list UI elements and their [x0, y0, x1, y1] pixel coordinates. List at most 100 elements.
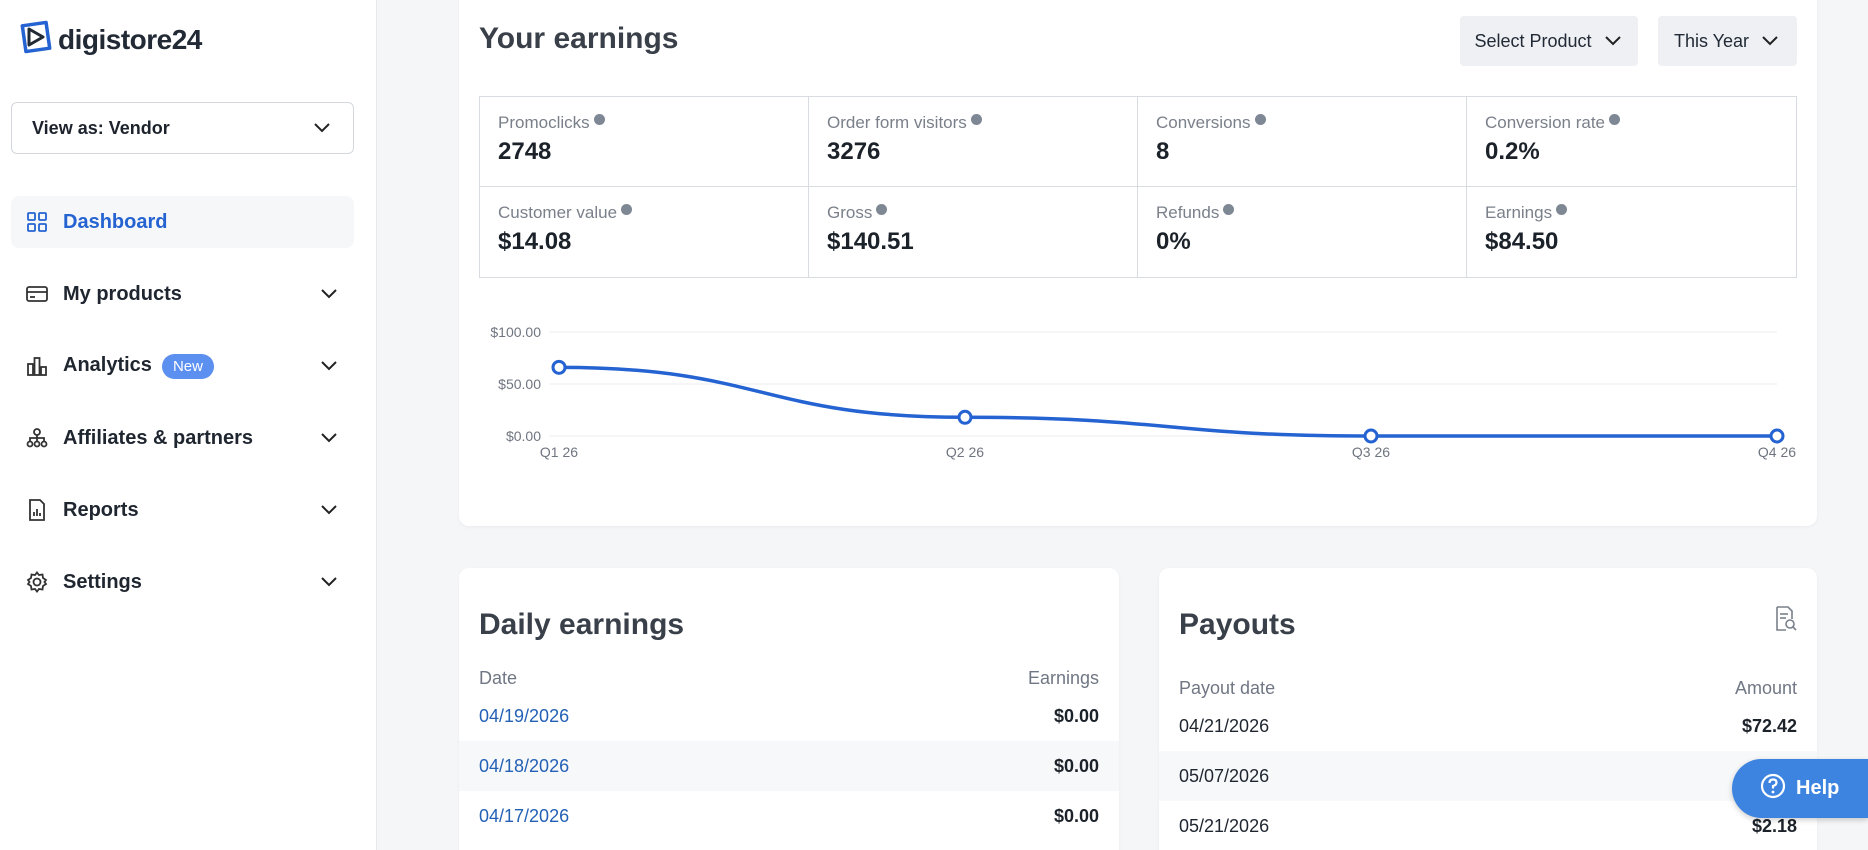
chevron-down-icon: [318, 283, 340, 305]
chevron-down-icon: [318, 499, 340, 521]
x-tick-label: Q3 26: [1352, 444, 1390, 460]
stat-label: Earnings: [1485, 203, 1553, 222]
column-amount: Amount: [1734, 678, 1797, 698]
amount-value: $0.00: [1053, 805, 1099, 826]
column-date: Date: [479, 668, 518, 688]
view-as-label: View as: Vendor: [32, 117, 170, 138]
payout-date: 05/21/2026: [1179, 815, 1270, 836]
date-link[interactable]: 04/17/2026: [479, 805, 570, 826]
x-tick-label: Q1 26: [540, 444, 578, 460]
select-product-label: Select Product: [1474, 30, 1592, 51]
info-icon[interactable]: [1609, 113, 1621, 125]
report-icon: [25, 498, 49, 522]
series-line: [558, 365, 1777, 438]
stat-value: $14.08: [498, 228, 572, 255]
data-point: [551, 359, 567, 375]
new-badge: New: [161, 353, 214, 379]
stat-value: $84.50: [1485, 228, 1559, 255]
stat-earnings: Earnings $84.50: [1467, 187, 1796, 277]
table-row: 04/19/2026 $0.00: [459, 691, 1119, 741]
period-label: This Year: [1673, 30, 1750, 51]
info-icon[interactable]: [1556, 203, 1568, 215]
stat-value: $140.51: [827, 228, 914, 255]
table-row: 04/18/2026 $0.00: [459, 741, 1119, 791]
daily-earnings-card: Daily earnings Date Earnings 04/19/2026 …: [459, 568, 1119, 850]
x-tick-label: Q4 26: [1758, 444, 1796, 460]
bar-chart-icon: [25, 354, 49, 378]
sidebar-item-label: Affiliates & partners: [63, 426, 254, 449]
date-link[interactable]: 04/19/2026: [479, 705, 570, 726]
chevron-down-icon: [318, 355, 340, 377]
info-icon[interactable]: [876, 203, 888, 215]
chevron-down-icon: [318, 571, 340, 593]
sidebar-item-dashboard[interactable]: Dashboard: [11, 196, 354, 248]
card-icon: [25, 282, 49, 306]
stat-label: Conversion rate: [1485, 113, 1606, 132]
payout-date: 05/07/2026: [1179, 765, 1270, 786]
sidebar-item-settings[interactable]: Settings: [11, 556, 354, 608]
data-point: [1769, 428, 1785, 444]
stat-conversion-rate: Conversion rate 0.2%: [1467, 97, 1796, 187]
daily-table-header: Date Earnings: [479, 668, 1099, 689]
table-row: 04/21/2026 $72.42: [1159, 701, 1817, 751]
sidebar-item-my-products[interactable]: My products: [11, 268, 354, 320]
earnings-line-chart: $0.00 $50.00 $100.00 Q1 26 Q2 26 Q3 26 Q4 26: [490, 324, 1796, 460]
view-as-select[interactable]: View as: Vendor: [11, 102, 354, 154]
chevron-down-icon: [1759, 30, 1781, 52]
brand-logo[interactable]: digistore24: [20, 20, 202, 59]
daily-earnings-title: Daily earnings: [479, 608, 685, 641]
sidebar-item-label: My products: [63, 282, 182, 305]
column-payout-date: Payout date: [1179, 678, 1276, 698]
stat-value: 8: [1156, 138, 1170, 165]
sidebar-item-reports[interactable]: Reports: [11, 484, 354, 536]
sidebar-item-label: Settings: [63, 570, 142, 593]
payouts-card: Payouts Payout date Amount 04/21/2026 $7…: [1159, 568, 1817, 850]
info-icon[interactable]: [1223, 203, 1235, 215]
question-icon: [1760, 773, 1786, 805]
date-link[interactable]: 04/18/2026: [479, 755, 570, 776]
sidebar-nav: Dashboard My products Analytics New Affil…: [11, 196, 354, 628]
info-icon[interactable]: [593, 113, 605, 125]
stat-label: Conversions: [1156, 113, 1251, 132]
amount-value: $2.18: [1751, 815, 1797, 836]
table-row: 05/07/2026: [1159, 751, 1817, 801]
stats-grid: Promoclicks 2748 Order form visitors 3276 …: [479, 96, 1797, 278]
data-point: [957, 409, 973, 425]
help-button[interactable]: Help: [1732, 759, 1868, 818]
info-icon[interactable]: [970, 113, 982, 125]
earnings-card: Your earnings Select Product This Year P…: [459, 0, 1817, 526]
stat-refunds: Refunds 0%: [1138, 187, 1467, 277]
chevron-down-icon: [318, 427, 340, 449]
stat-gross: Gross $140.51: [809, 187, 1138, 277]
analytics-label: Analytics: [63, 353, 152, 376]
info-icon[interactable]: [621, 203, 633, 215]
select-product-dropdown[interactable]: Select Product: [1460, 16, 1638, 66]
sidebar-item-label: Reports: [63, 498, 139, 521]
payouts-table-header: Payout date Amount: [1179, 678, 1797, 699]
amount-value: $0.00: [1053, 755, 1099, 776]
stat-label: Promoclicks: [498, 113, 590, 132]
info-icon[interactable]: [1254, 113, 1266, 125]
stat-value: 0.2%: [1485, 138, 1540, 165]
gear-icon: [25, 570, 49, 594]
amount-value: $0.00: [1053, 705, 1099, 726]
stat-order-form-visitors: Order form visitors 3276: [809, 97, 1138, 187]
stat-label: Refunds: [1156, 203, 1220, 222]
y-tick-label: $100.00: [490, 324, 541, 340]
amount-value: $72.42: [1741, 715, 1797, 736]
column-earnings: Earnings: [1027, 668, 1099, 688]
x-tick-label: Q2 26: [946, 444, 984, 460]
table-row: 04/17/2026 $0.00: [459, 791, 1119, 841]
brand-name: digistore24: [58, 23, 202, 55]
stat-customer-value: Customer value $14.08: [480, 187, 809, 277]
sidebar-item-analytics[interactable]: Analytics New: [11, 340, 354, 392]
help-label: Help: [1796, 777, 1840, 799]
stat-promoclicks: Promoclicks 2748: [480, 97, 809, 187]
grid-icon: [25, 210, 49, 234]
report-search-icon[interactable]: [1775, 606, 1797, 637]
earnings-title: Your earnings: [479, 22, 679, 55]
sidebar-item-affiliates[interactable]: Affiliates & partners: [11, 412, 354, 464]
stat-value: 3276: [827, 138, 881, 165]
chevron-down-icon: [1602, 30, 1624, 52]
period-dropdown[interactable]: This Year: [1658, 16, 1797, 66]
